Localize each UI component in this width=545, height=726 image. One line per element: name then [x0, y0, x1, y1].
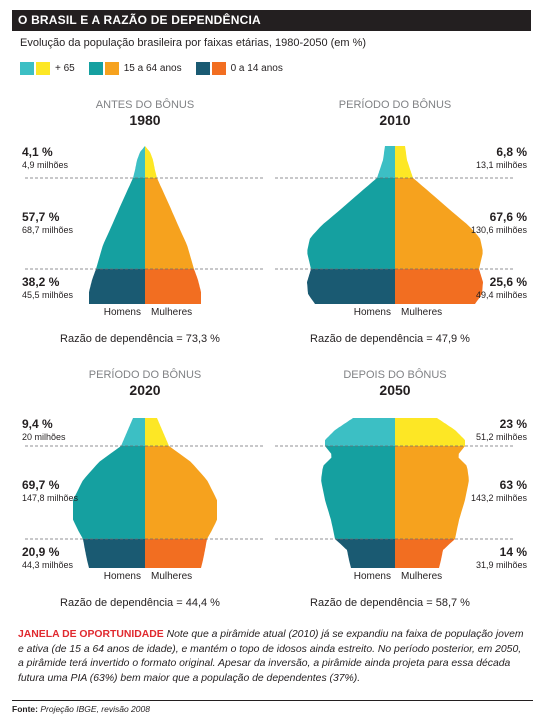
pyramid-1980-year: 1980 [129, 112, 160, 128]
pyramid-2050-men-0-14 [335, 539, 395, 568]
pyramid-1980-men-0-14 [89, 269, 145, 304]
chart-title: O BRASIL E A RAZÃO DE DEPENDÊNCIA [12, 10, 531, 31]
pyramid-2010-women-label: Mulheres [401, 307, 442, 318]
legend-label: 0 a 14 anos [230, 63, 283, 74]
pyramid-2050-women-0-14 [395, 539, 455, 568]
pyramid-2020-men-label: Homens [104, 571, 141, 582]
pyramid-1980-population-label: 4,9 milhões [22, 160, 69, 170]
legend-item-65plus: + 65 [20, 62, 75, 75]
pyramid-1980-women-65plus [145, 146, 157, 178]
pyramid-2010-year: 2010 [379, 112, 410, 128]
pyramid-2020-men-15-64 [73, 446, 145, 539]
pyramid-2020-dependency-ratio: Razão de dependência = 44,4 % [60, 597, 220, 609]
pyramid-2050-dependency-ratio: Razão de dependência = 58,7 % [310, 597, 470, 609]
pyramid-2010-population-label: 49,4 milhões [476, 290, 528, 300]
pyramid-1980-dependency-ratio: Razão de dependência = 73,3 % [60, 333, 220, 345]
legend-swatch [36, 62, 50, 75]
pyramid-2020-population-label: 20 milhões [22, 432, 66, 442]
legend-swatch [211, 62, 226, 75]
pyramid-1980-share-label: 4,1 % [22, 145, 53, 159]
pyramid-1980-men-65plus [133, 146, 145, 178]
pyramid-2020-share-label: 69,7 % [22, 478, 60, 492]
legend-swatch [104, 62, 119, 75]
pyramid-2020-period: PERÍODO DO BÔNUS [89, 368, 201, 381]
pyramid-1980-population-label: 68,7 milhões [22, 225, 74, 235]
pyramid-2010-women-15-64 [395, 178, 483, 269]
pyramid-2050-share-label: 14 % [500, 545, 528, 559]
pyramid-1980-women-15-64 [145, 178, 194, 269]
pyramid-1980-share-label: 57,7 % [22, 210, 60, 224]
legend: + 65 15 a 64 anos 0 a 14 anos [20, 62, 297, 75]
pyramid-2050-men-65plus [325, 418, 395, 446]
pyramid-2050-women-65plus [395, 418, 465, 446]
pyramid-2010-men-label: Homens [354, 307, 391, 318]
pyramid-2010-population-label: 130,6 milhões [471, 225, 528, 235]
pyramid-2010-men-15-64 [307, 178, 395, 269]
pyramid-2010-share-label: 25,6 % [490, 275, 528, 289]
pyramid-2020-women-65plus [145, 418, 169, 446]
legend-item-15-64: 15 a 64 anos [88, 62, 182, 75]
pyramid-2010-share-label: 6,8 % [496, 145, 527, 159]
note-keyword: JANELA DE OPORTUNIDADE [18, 629, 164, 640]
legend-swatch [195, 62, 210, 75]
legend-item-0-14: 0 a 14 anos [195, 62, 283, 75]
legend-swatch [88, 62, 103, 75]
pyramid-2020-share-label: 9,4 % [22, 417, 53, 431]
pyramid-1980-women-0-14 [145, 269, 201, 304]
pyramid-2050-women-label: Mulheres [401, 571, 442, 582]
pyramid-2020-women-label: Mulheres [151, 571, 192, 582]
pyramid-2050-population-label: 51,2 milhões [476, 432, 528, 442]
pyramid-2050-share-label: 63 % [500, 478, 528, 492]
source-line: Fonte: Projeção IBGE, revisão 2008 [12, 700, 533, 714]
pyramid-2050-period: DEPOIS DO BÔNUS [343, 368, 446, 381]
opportunity-note: JANELA DE OPORTUNIDADE Note que a pirâmi… [18, 628, 528, 686]
pyramid-2020-population-label: 147,8 milhões [22, 493, 79, 503]
pyramid-2050-women-15-64 [395, 446, 469, 539]
pyramid-2010-share-label: 67,6 % [490, 210, 528, 224]
pyramid-2010-women-0-14 [395, 269, 483, 304]
pyramid-2020-women-0-14 [145, 539, 207, 568]
pyramid-1980-population-label: 45,5 milhões [22, 290, 74, 300]
pyramid-2010-dependency-ratio: Razão de dependência = 47,9 % [310, 333, 470, 345]
pyramid-2010-men-65plus [377, 146, 395, 178]
pyramid-2050-share-label: 23 % [500, 417, 528, 431]
pyramid-1980-men-label: Homens [104, 307, 141, 318]
legend-label: 15 a 64 anos [123, 63, 182, 74]
pyramid-2050-population-label: 31,9 milhões [476, 560, 528, 570]
pyramid-2020-share-label: 20,9 % [22, 545, 60, 559]
pyramid-2010-population-label: 13,1 milhões [476, 160, 528, 170]
pyramid-1980-men-15-64 [96, 178, 145, 269]
pyramid-2020-year: 2020 [129, 382, 160, 398]
pyramid-2050-year: 2050 [379, 382, 410, 398]
pyramid-2010-period: PERÍODO DO BÔNUS [339, 98, 451, 111]
pyramid-2050-population-label: 143,2 milhões [471, 493, 528, 503]
pyramid-2020-men-65plus [121, 418, 145, 446]
source-text: Projeção IBGE, revisão 2008 [40, 704, 150, 714]
pyramid-2020-men-0-14 [83, 539, 145, 568]
pyramid-1980-women-label: Mulheres [151, 307, 192, 318]
pyramid-2010-men-0-14 [307, 269, 395, 304]
pyramid-2020-population-label: 44,3 milhões [22, 560, 74, 570]
pyramid-2020-women-15-64 [145, 446, 217, 539]
pyramid-2010-women-65plus [395, 146, 413, 178]
legend-swatch [20, 62, 34, 75]
note-text: Note que a pirâmide atual (2010) já se e… [18, 629, 524, 684]
source-label: Fonte: [12, 704, 38, 714]
pyramid-2050-men-15-64 [321, 446, 395, 539]
pyramid-1980-period: ANTES DO BÔNUS [96, 98, 194, 111]
chart-subtitle: Evolução da população brasileira por fai… [20, 37, 367, 49]
legend-label: + 65 [55, 63, 75, 74]
pyramid-1980-share-label: 38,2 % [22, 275, 60, 289]
pyramid-2050-men-label: Homens [354, 571, 391, 582]
